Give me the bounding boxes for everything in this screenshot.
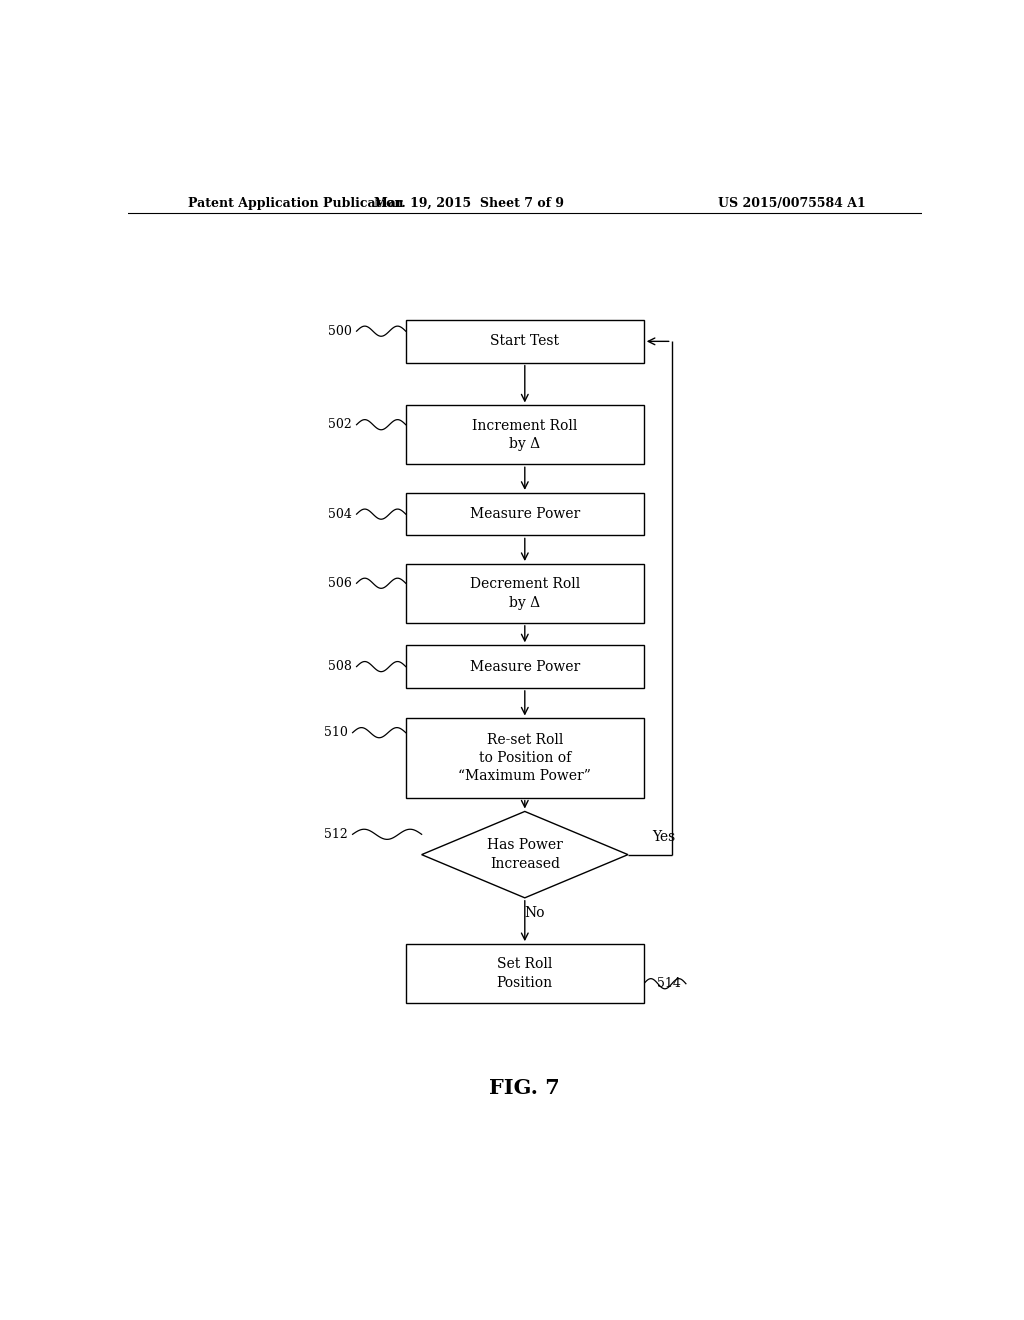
Text: FIG. 7: FIG. 7 bbox=[489, 1078, 560, 1098]
FancyBboxPatch shape bbox=[406, 492, 644, 536]
FancyBboxPatch shape bbox=[406, 564, 644, 623]
Text: 512: 512 bbox=[324, 828, 348, 841]
Text: Re-set Roll
to Position of
“Maximum Power”: Re-set Roll to Position of “Maximum Powe… bbox=[459, 733, 591, 784]
FancyBboxPatch shape bbox=[406, 405, 644, 465]
Text: Increment Roll
by Δ: Increment Roll by Δ bbox=[472, 418, 578, 451]
Text: Decrement Roll
by Δ: Decrement Roll by Δ bbox=[470, 577, 580, 610]
Text: 506: 506 bbox=[328, 577, 352, 590]
FancyBboxPatch shape bbox=[406, 718, 644, 797]
Text: 510: 510 bbox=[324, 726, 348, 739]
Text: US 2015/0075584 A1: US 2015/0075584 A1 bbox=[718, 197, 866, 210]
Text: 504: 504 bbox=[328, 508, 352, 520]
Text: Yes: Yes bbox=[652, 830, 675, 845]
Text: Start Test: Start Test bbox=[490, 334, 559, 348]
Text: Has Power
Increased: Has Power Increased bbox=[486, 838, 563, 871]
FancyBboxPatch shape bbox=[406, 944, 644, 1003]
FancyBboxPatch shape bbox=[406, 645, 644, 688]
Text: Patent Application Publication: Patent Application Publication bbox=[187, 197, 403, 210]
Text: No: No bbox=[524, 906, 545, 920]
Text: Set Roll
Position: Set Roll Position bbox=[497, 957, 553, 990]
Text: Measure Power: Measure Power bbox=[470, 660, 580, 673]
Text: Measure Power: Measure Power bbox=[470, 507, 580, 521]
Text: 500: 500 bbox=[328, 325, 352, 338]
Text: 502: 502 bbox=[328, 418, 352, 432]
Polygon shape bbox=[422, 812, 628, 898]
Text: 508: 508 bbox=[328, 660, 352, 673]
FancyBboxPatch shape bbox=[406, 319, 644, 363]
Text: Mar. 19, 2015  Sheet 7 of 9: Mar. 19, 2015 Sheet 7 of 9 bbox=[374, 197, 564, 210]
Text: 514: 514 bbox=[657, 977, 681, 990]
